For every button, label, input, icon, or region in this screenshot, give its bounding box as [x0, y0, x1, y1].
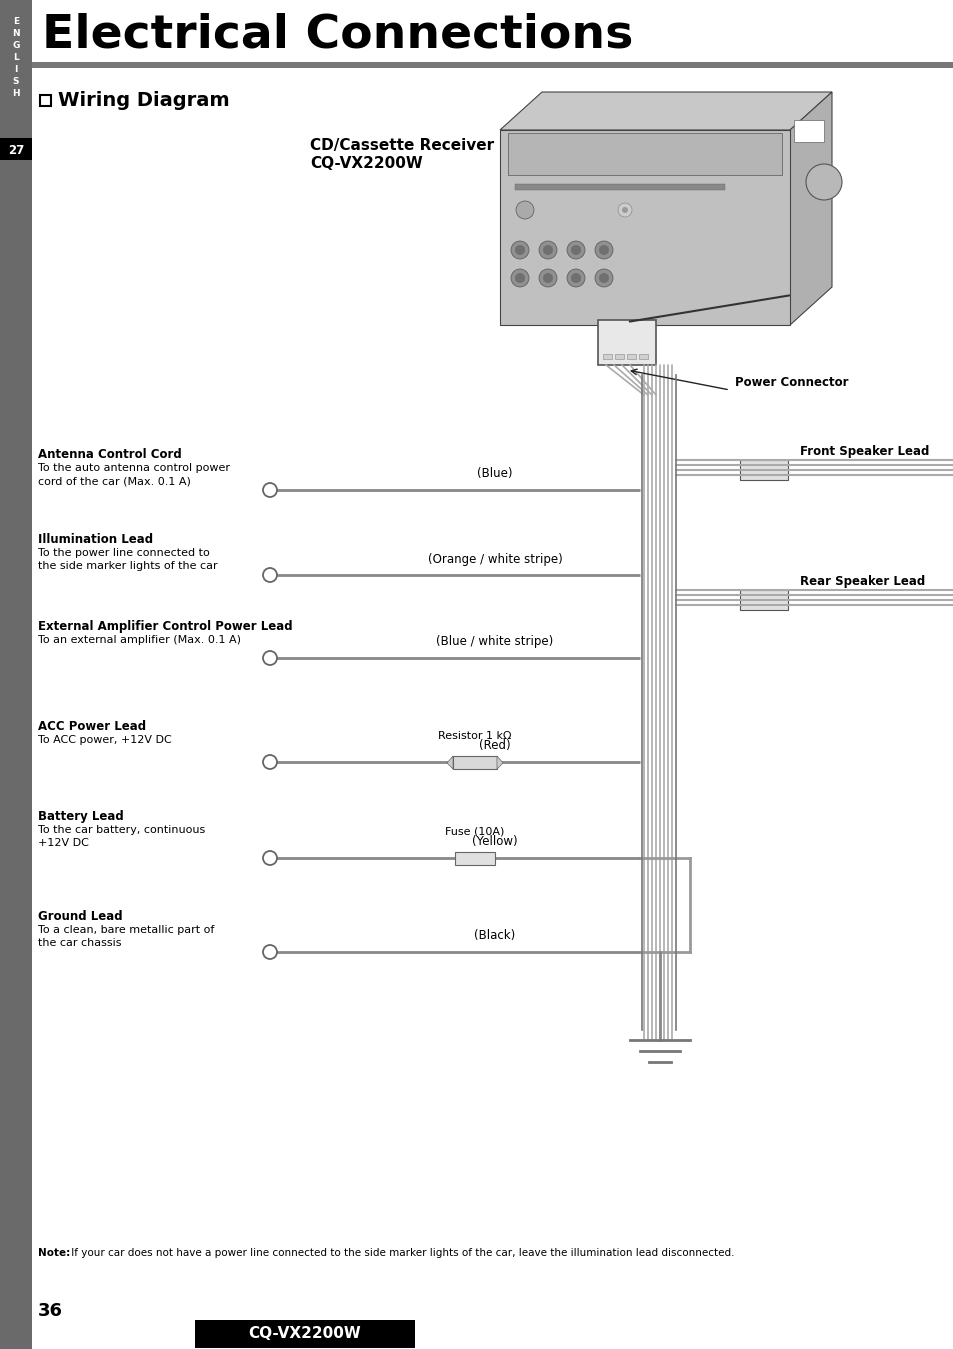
Bar: [639, 353, 647, 359]
Bar: [194, 1321, 415, 1348]
Circle shape: [618, 202, 631, 217]
Circle shape: [621, 206, 627, 213]
Text: Wiring Diagram: Wiring Diagram: [58, 90, 230, 109]
Bar: [0, 0, 32, 1349]
Text: Front Speaker Lead: Front Speaker Lead: [800, 445, 928, 459]
Circle shape: [263, 755, 276, 769]
Text: cord of the car (Max. 0.1 A): cord of the car (Max. 0.1 A): [38, 476, 191, 486]
Text: the car chassis: the car chassis: [38, 938, 121, 948]
Text: the side marker lights of the car: the side marker lights of the car: [38, 561, 217, 571]
Text: External Amplifier Control Power Lead: External Amplifier Control Power Lead: [38, 621, 293, 633]
Text: I: I: [14, 66, 18, 74]
Circle shape: [515, 246, 524, 255]
Circle shape: [571, 272, 580, 283]
Polygon shape: [447, 755, 453, 769]
Circle shape: [598, 272, 608, 283]
Bar: [740, 460, 787, 480]
Text: To an external amplifier (Max. 0.1 A): To an external amplifier (Max. 0.1 A): [38, 635, 241, 645]
Text: Antenna Control Cord: Antenna Control Cord: [38, 448, 182, 461]
Circle shape: [598, 246, 608, 255]
Text: To the car battery, continuous: To the car battery, continuous: [38, 826, 205, 835]
Bar: [507, 134, 781, 175]
Polygon shape: [497, 755, 502, 769]
Circle shape: [538, 241, 557, 259]
Text: E: E: [13, 18, 19, 27]
Circle shape: [511, 241, 529, 259]
Bar: [598, 320, 656, 366]
Circle shape: [595, 241, 613, 259]
Circle shape: [538, 268, 557, 287]
Text: Illumination Lead: Illumination Lead: [38, 533, 153, 546]
Bar: [515, 183, 724, 190]
Bar: [602, 353, 612, 359]
Text: (Orange / white stripe): (Orange / white stripe): [427, 553, 561, 565]
Circle shape: [511, 268, 529, 287]
Text: +12V DC: +12V DC: [38, 838, 89, 849]
Text: Resistor 1 kΩ: Resistor 1 kΩ: [437, 731, 511, 741]
Circle shape: [805, 165, 841, 200]
Circle shape: [571, 246, 580, 255]
Text: (Red): (Red): [478, 739, 510, 753]
Text: 27: 27: [8, 143, 24, 156]
Circle shape: [263, 652, 276, 665]
Bar: [615, 353, 623, 359]
Text: Ground Lead: Ground Lead: [38, 911, 123, 923]
Polygon shape: [789, 92, 831, 325]
Text: (Black): (Black): [474, 929, 515, 943]
Bar: [793, 120, 823, 142]
Text: Fuse (10A): Fuse (10A): [445, 827, 504, 836]
Text: To a clean, bare metallic part of: To a clean, bare metallic part of: [38, 925, 214, 935]
Circle shape: [595, 268, 613, 287]
Bar: [626, 353, 636, 359]
Circle shape: [542, 246, 553, 255]
Text: Note:: Note:: [38, 1248, 71, 1259]
Bar: [40, 94, 51, 107]
Circle shape: [263, 946, 276, 959]
Text: CQ-VX2200W: CQ-VX2200W: [310, 156, 422, 171]
Circle shape: [542, 272, 553, 283]
Bar: [499, 130, 789, 325]
Text: ACC Power Lead: ACC Power Lead: [38, 720, 146, 733]
Text: 36: 36: [38, 1302, 63, 1321]
Text: S: S: [12, 77, 19, 86]
Text: (Blue / white stripe): (Blue / white stripe): [436, 635, 553, 649]
Text: G: G: [12, 42, 20, 50]
Bar: [740, 590, 787, 610]
Bar: [453, 755, 497, 769]
Text: To the auto antenna control power: To the auto antenna control power: [38, 463, 230, 473]
Text: To the power line connected to: To the power line connected to: [38, 548, 210, 558]
Circle shape: [515, 272, 524, 283]
Circle shape: [263, 851, 276, 865]
Text: Power Connector: Power Connector: [734, 375, 847, 389]
Bar: [455, 853, 495, 865]
Circle shape: [566, 268, 584, 287]
Bar: [0, 138, 32, 161]
Text: N: N: [12, 30, 20, 39]
Bar: [32, 62, 953, 67]
Text: H: H: [12, 89, 20, 98]
Circle shape: [263, 483, 276, 496]
Circle shape: [566, 241, 584, 259]
Text: If your car does not have a power line connected to the side marker lights of th: If your car does not have a power line c…: [68, 1248, 734, 1259]
Circle shape: [516, 201, 534, 219]
Circle shape: [263, 568, 276, 581]
Text: CQ-VX2200W: CQ-VX2200W: [249, 1326, 361, 1341]
Text: L: L: [13, 54, 19, 62]
Text: To ACC power, +12V DC: To ACC power, +12V DC: [38, 735, 172, 745]
Text: CD/Cassette Receiver: CD/Cassette Receiver: [310, 138, 494, 152]
Text: Battery Lead: Battery Lead: [38, 809, 124, 823]
Polygon shape: [499, 92, 831, 130]
Text: (Yellow): (Yellow): [472, 835, 517, 849]
Text: Electrical Connections: Electrical Connections: [42, 12, 633, 57]
Text: Rear Speaker Lead: Rear Speaker Lead: [800, 576, 924, 588]
Text: (Blue): (Blue): [476, 468, 512, 480]
